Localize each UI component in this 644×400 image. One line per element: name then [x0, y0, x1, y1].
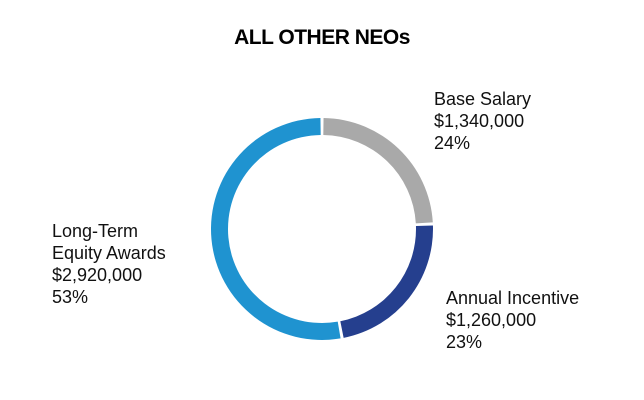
label-annual-incentive: Annual Incentive $1,260,000 23% — [446, 287, 579, 353]
label-long-term-equity-amount: $2,920,000 — [52, 265, 143, 285]
label-annual-incentive-percent: 23% — [446, 332, 483, 352]
label-base-salary-amount: $1,340,000 — [434, 111, 525, 131]
slice-base-salary — [323, 118, 433, 224]
label-base-salary-name: Base Salary — [434, 89, 532, 109]
chart-title: ALL OTHER NEOs — [234, 26, 410, 49]
label-long-term-equity: Long-Term Equity Awards $2,920,000 53% — [52, 220, 166, 308]
label-long-term-equity-line1: Long-Term — [52, 221, 139, 241]
label-base-salary: Base Salary $1,340,000 24% — [434, 88, 531, 154]
label-annual-incentive-amount: $1,260,000 — [446, 310, 537, 330]
label-base-salary-percent: 24% — [434, 133, 471, 153]
slice-long-term-equity — [210, 118, 341, 340]
slice-annual-incentive — [340, 225, 433, 338]
label-long-term-equity-line2: Equity Awards — [52, 243, 166, 263]
label-annual-incentive-name: Annual Incentive — [446, 288, 580, 308]
label-long-term-equity-percent: 53% — [52, 287, 89, 307]
